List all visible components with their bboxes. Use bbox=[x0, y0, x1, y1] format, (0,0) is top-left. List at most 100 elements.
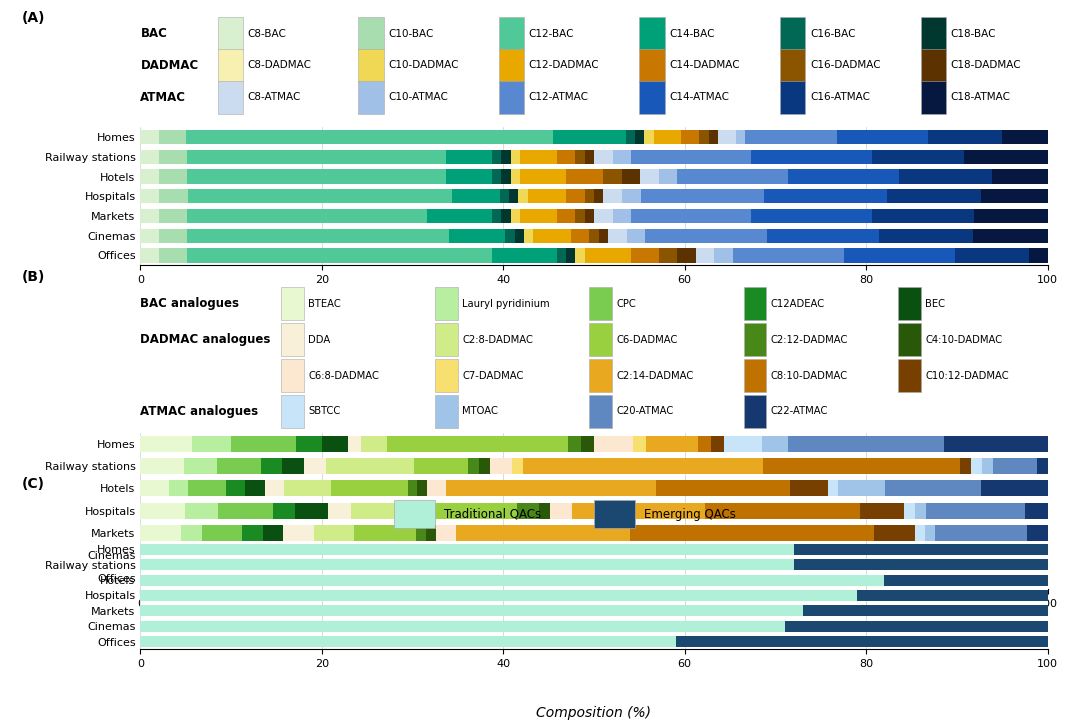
Text: C18-ATMAC: C18-ATMAC bbox=[950, 92, 1011, 103]
Bar bbox=[528, 189, 566, 204]
Text: C10-DADMAC: C10-DADMAC bbox=[388, 60, 459, 71]
Bar bbox=[612, 209, 631, 223]
Bar bbox=[704, 502, 860, 519]
Bar bbox=[492, 547, 589, 563]
Bar bbox=[744, 287, 767, 321]
Bar bbox=[622, 189, 642, 204]
Bar bbox=[180, 570, 211, 586]
Bar bbox=[696, 249, 714, 262]
Bar bbox=[159, 249, 187, 262]
Bar bbox=[453, 189, 499, 204]
Bar bbox=[505, 229, 514, 243]
Bar bbox=[427, 481, 446, 497]
Bar bbox=[140, 435, 192, 451]
Bar bbox=[519, 150, 557, 164]
Bar bbox=[752, 209, 872, 223]
Bar bbox=[920, 81, 946, 113]
Bar bbox=[631, 209, 752, 223]
Bar bbox=[964, 150, 1048, 164]
Bar bbox=[960, 458, 971, 474]
Text: BAC: BAC bbox=[140, 27, 167, 40]
Bar bbox=[626, 130, 635, 144]
Bar bbox=[516, 502, 539, 519]
Bar bbox=[1015, 547, 1048, 563]
Bar bbox=[387, 435, 568, 451]
Bar bbox=[653, 130, 681, 144]
Bar bbox=[584, 189, 594, 204]
Text: SBTCC: SBTCC bbox=[308, 406, 340, 417]
Text: Lauryl pyridinium: Lauryl pyridinium bbox=[462, 299, 550, 309]
Bar bbox=[1037, 458, 1048, 474]
Text: C14-BAC: C14-BAC bbox=[670, 28, 715, 39]
Bar bbox=[326, 458, 414, 474]
Bar bbox=[598, 229, 608, 243]
Bar bbox=[408, 481, 417, 497]
Bar bbox=[140, 249, 159, 262]
Bar bbox=[300, 547, 354, 563]
Text: C12ADEAC: C12ADEAC bbox=[771, 299, 825, 309]
Bar bbox=[281, 359, 303, 392]
Bar bbox=[237, 547, 258, 563]
Bar bbox=[511, 169, 519, 184]
Bar bbox=[584, 209, 594, 223]
Bar bbox=[435, 323, 458, 356]
Bar bbox=[492, 169, 501, 184]
Bar bbox=[524, 229, 534, 243]
Bar bbox=[160, 189, 188, 204]
Bar bbox=[630, 525, 875, 541]
Bar bbox=[639, 49, 665, 82]
Bar bbox=[752, 150, 872, 164]
Text: C8:10-DADMAC: C8:10-DADMAC bbox=[771, 371, 848, 380]
Bar bbox=[511, 150, 519, 164]
Bar bbox=[993, 169, 1048, 184]
Bar bbox=[958, 570, 1048, 586]
Bar bbox=[262, 525, 283, 541]
Bar bbox=[819, 570, 958, 586]
Text: C20-ATMAC: C20-ATMAC bbox=[617, 406, 674, 417]
Bar bbox=[594, 209, 612, 223]
Bar bbox=[501, 209, 511, 223]
Bar bbox=[211, 570, 220, 586]
Text: C16-BAC: C16-BAC bbox=[810, 28, 855, 39]
Bar bbox=[499, 17, 524, 50]
Text: Emerging QACs: Emerging QACs bbox=[644, 508, 735, 521]
Bar bbox=[802, 547, 877, 563]
Text: Traditional QACs: Traditional QACs bbox=[444, 508, 541, 521]
Bar bbox=[764, 458, 960, 474]
Bar bbox=[188, 189, 453, 204]
Text: C8-ATMAC: C8-ATMAC bbox=[247, 92, 301, 103]
Bar bbox=[973, 209, 1048, 223]
Bar bbox=[762, 435, 788, 451]
Bar bbox=[519, 169, 566, 184]
Bar bbox=[140, 574, 885, 585]
Bar bbox=[270, 570, 360, 586]
Bar bbox=[160, 570, 180, 586]
Bar bbox=[187, 169, 446, 184]
Text: C8-BAC: C8-BAC bbox=[247, 28, 286, 39]
Bar bbox=[681, 130, 700, 144]
Bar bbox=[733, 249, 843, 262]
Bar bbox=[711, 435, 724, 451]
Bar bbox=[519, 209, 557, 223]
Bar bbox=[242, 525, 262, 541]
Bar bbox=[982, 189, 1048, 204]
Bar bbox=[608, 229, 626, 243]
Bar bbox=[659, 169, 677, 184]
Bar bbox=[192, 435, 231, 451]
Bar bbox=[140, 169, 159, 184]
Bar bbox=[1026, 502, 1048, 519]
Bar bbox=[460, 547, 471, 563]
Text: (A): (A) bbox=[22, 12, 45, 25]
Bar bbox=[920, 49, 946, 82]
Bar bbox=[159, 209, 187, 223]
Text: C12-DADMAC: C12-DADMAC bbox=[529, 60, 599, 71]
Bar bbox=[622, 169, 640, 184]
Bar bbox=[140, 458, 184, 474]
Bar bbox=[744, 323, 767, 356]
Bar bbox=[428, 209, 492, 223]
Bar bbox=[281, 323, 303, 356]
Bar bbox=[354, 547, 440, 563]
Bar bbox=[436, 525, 457, 541]
Text: BEC: BEC bbox=[926, 299, 945, 309]
Bar bbox=[639, 81, 665, 113]
